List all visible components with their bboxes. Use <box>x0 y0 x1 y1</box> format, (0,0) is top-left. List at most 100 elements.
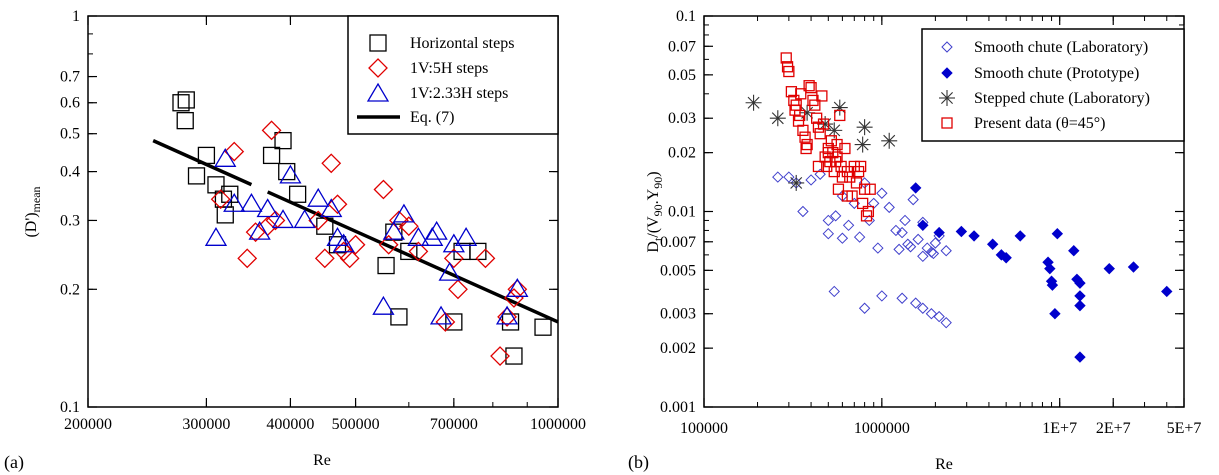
panel-a-y-tick-label: 1 <box>72 8 80 25</box>
panel-b-point-series-3 <box>862 205 875 218</box>
panel-a-fit-line-segment <box>266 190 559 324</box>
panel-b-point-series-1 <box>917 219 929 232</box>
panel-b-point-series-2 <box>788 174 805 191</box>
panel-a-x-tick-label: 400000 <box>266 416 314 433</box>
panel-a-point-series-0 <box>187 167 206 185</box>
panel-b-legend-label-3: Present data (θ=45°) <box>974 115 1106 132</box>
panel-b-x-tick-label: 5E+7 <box>1167 420 1202 437</box>
panel-a-point-series-2 <box>407 227 430 246</box>
panel-b-point-series-3 <box>817 118 830 130</box>
panel-a-point-series-0 <box>197 146 216 165</box>
panel-a-point-series-2 <box>204 227 228 246</box>
panel-a-marks <box>152 91 559 366</box>
panel-a-point-series-1 <box>339 248 360 269</box>
panel-a-xlabel: Re <box>313 452 331 469</box>
panel-b-ylabel-mid2: .Y <box>645 188 662 204</box>
panel-b-legend-label-0: Smooth chute (Laboratory) <box>974 39 1148 56</box>
panel-b-point-series-1 <box>1074 277 1086 289</box>
panel-b-point-series-2-stroke <box>833 101 846 114</box>
panel-a-point-series-1 <box>321 153 342 174</box>
panel-b-point-series-1 <box>1074 299 1086 312</box>
panel-b-y-tick-label: 0.07 <box>668 38 696 55</box>
panel-b-point-series-3 <box>800 142 812 155</box>
panel-b-point-series-0 <box>863 214 876 227</box>
panel-a-point-series-0 <box>390 308 408 326</box>
panel-b-point-series-2 <box>831 99 848 116</box>
panel-a-y-tick-label: 0.3 <box>60 212 80 229</box>
panel-a-point-series-2 <box>223 192 246 212</box>
panel-b-ylabel-end: ) <box>645 171 662 176</box>
panel-b-label: (b) <box>628 452 649 473</box>
panel-a-point-series-1 <box>308 210 329 231</box>
panel-b-point-series-3 <box>854 160 867 173</box>
panel-b-point-series-1 <box>1049 308 1061 320</box>
panel-a-point-series-1 <box>490 346 510 366</box>
panel-b-ylabel-mid: /(V <box>645 216 662 238</box>
panel-a-legend-label-3: Eq. (7) <box>410 109 454 126</box>
panel-a-point-series-2 <box>442 233 465 253</box>
panel-a-x-tick-label: 200000 <box>64 416 112 433</box>
panel-a-point-series-2 <box>307 187 330 207</box>
panel-a-legend-marker-2 <box>366 82 390 102</box>
panel-b-point-series-0 <box>925 308 938 320</box>
panel-b-point-series-0 <box>853 231 866 243</box>
panel-a-point-series-0 <box>288 185 307 203</box>
panel-a-point-series-2 <box>506 278 529 297</box>
panel-b-x-tick-label: 1000000 <box>854 420 910 437</box>
panel-b-point-series-0 <box>917 250 929 263</box>
panel-a-y-tick-label: 0.1 <box>60 399 80 416</box>
panel-b-point-series-1 <box>1074 351 1086 363</box>
panel-a-point-series-0 <box>445 313 463 331</box>
panel-b: 100000 1000000 1E+7 2E+7 5E+7 0.001 0.002 0.003… <box>628 8 1201 473</box>
panel-b-point-series-0 <box>836 232 849 244</box>
panel-b-point-series-0 <box>940 245 952 257</box>
panel-b-point-series-2-stroke <box>828 124 841 137</box>
panel-a-ylabel-main: (D') <box>23 212 40 237</box>
panel-b-point-series-2-stroke <box>856 138 869 151</box>
panel-b-x-tick-label: 2E+7 <box>1096 420 1131 437</box>
panel-b-point-series-0 <box>896 292 908 304</box>
panel-b-point-series-0 <box>858 302 871 314</box>
panel-a-y-tick-label: 0.7 <box>60 69 80 86</box>
panel-a-point-series-0 <box>176 111 194 130</box>
panel-b-point-series-0 <box>783 171 795 183</box>
panel-b-point-series-1 <box>1046 279 1059 291</box>
panel-a-x-tick-label: 700000 <box>430 416 478 433</box>
panel-a-point-series-1 <box>327 194 348 215</box>
panel-b-point-series-2 <box>881 132 898 149</box>
panel-a-plot-frame <box>87 15 559 408</box>
panel-b-point-series-3 <box>799 131 811 143</box>
panel-a-x-tick-label: 300000 <box>182 416 230 433</box>
panel-a-point-series-1 <box>443 248 464 269</box>
panel-b-point-series-3 <box>831 138 843 151</box>
panel-a-point-series-1 <box>210 189 231 210</box>
panel-a-point-series-0 <box>377 256 395 275</box>
panel-b-y-tick-label: 0.003 <box>660 306 696 323</box>
panel-a-point-series-1 <box>497 306 518 327</box>
panel-b-point-series-3 <box>783 65 795 78</box>
panel-b-point-series-0 <box>822 227 835 240</box>
panel-a-point-series-2 <box>271 209 295 229</box>
panel-a-label: (a) <box>4 452 24 473</box>
panel-a-point-series-2 <box>454 227 478 246</box>
panel-a-legend: Horizontal steps 1V:5H steps 1V:2.33H st… <box>347 15 559 135</box>
panel-a-point-series-1 <box>261 120 282 141</box>
panel-a-point-series-1 <box>389 210 409 231</box>
panel-a-y-tick-label: 0.6 <box>60 95 80 112</box>
panel-b-ylabel-main: D <box>645 241 662 253</box>
panel-b-legend-marker-2 <box>939 90 955 106</box>
panel-a-point-series-0 <box>278 162 296 181</box>
panel-b-y-tick-label: 0.007 <box>660 234 696 251</box>
panel-b-point-series-3 <box>816 90 828 102</box>
panel-b-y-tick-label: 0.002 <box>660 340 696 357</box>
panel-b-point-series-3 <box>825 135 837 147</box>
panel-b-point-series-0 <box>904 241 917 253</box>
panel-a-point-series-0 <box>262 146 281 165</box>
panel-a-point-series-2 <box>392 203 416 223</box>
panel-b-x-tick-label: 100000 <box>680 420 728 437</box>
panel-b-point-series-0 <box>912 233 924 246</box>
panel-b-y-tick-label: 0.05 <box>668 67 696 84</box>
panel-b-point-series-3 <box>831 151 843 163</box>
panel-b-point-series-1 <box>1074 290 1086 302</box>
